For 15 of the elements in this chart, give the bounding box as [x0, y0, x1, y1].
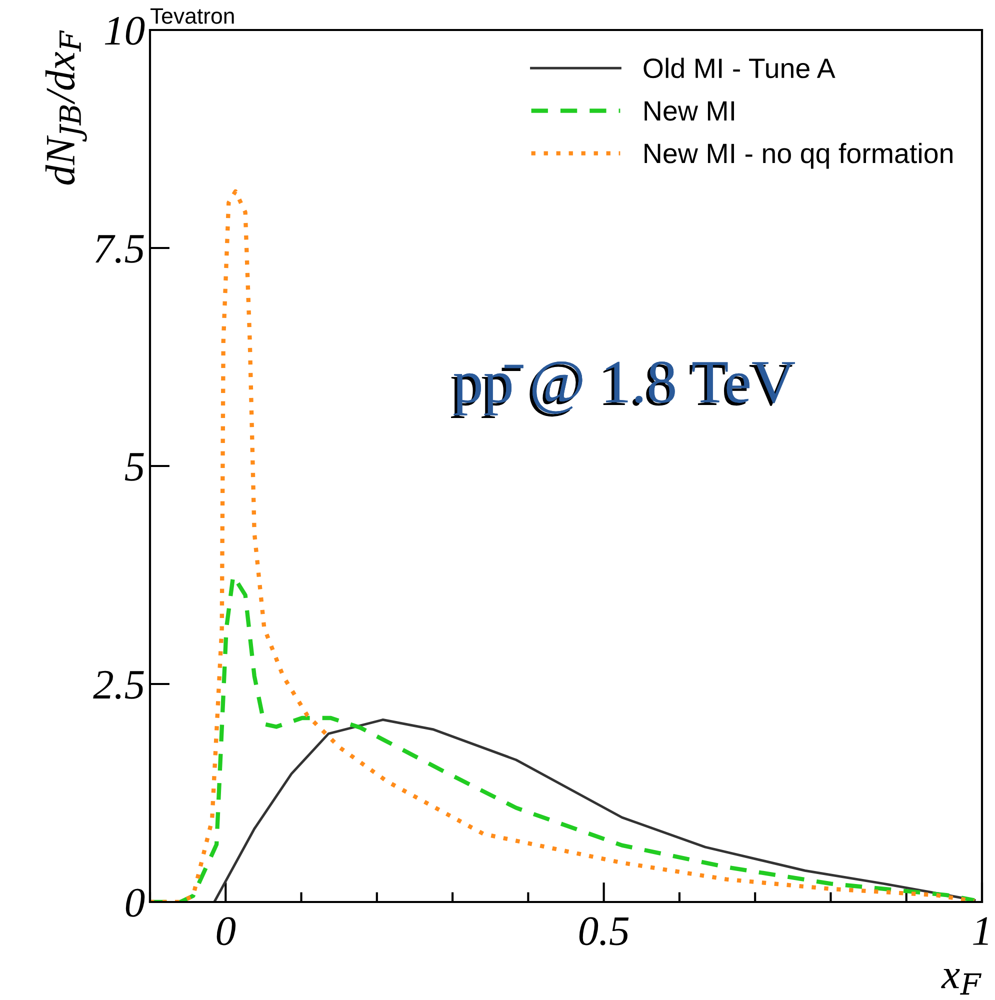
annotation: pp̄ @ 1.8 TeV — [451, 362, 795, 418]
legend-label: New MI — [644, 101, 734, 121]
legend-label: Old MI - Tune A — [644, 58, 836, 78]
y-tick-label: 0 — [126, 888, 145, 917]
x-axis-title: x$_{F}$ — [941, 968, 982, 995]
x-tick-label: 0.5 — [579, 917, 629, 946]
x-tick-label: 1 — [973, 917, 988, 945]
y-tick-label: 10 — [104, 16, 145, 45]
y-tick-label: 7.5 — [95, 235, 144, 264]
text: Tevatron — [150, 8, 234, 24]
legend-label: New MI - no qq formation — [644, 142, 952, 169]
x-tick-label: 0 — [216, 917, 236, 946]
y-tick-label: 5 — [124, 453, 144, 481]
y-tick-label: 2.5 — [93, 670, 144, 700]
y-axis-title: dN$_{JB}$/dx$_{F}$ — [45, 30, 87, 185]
